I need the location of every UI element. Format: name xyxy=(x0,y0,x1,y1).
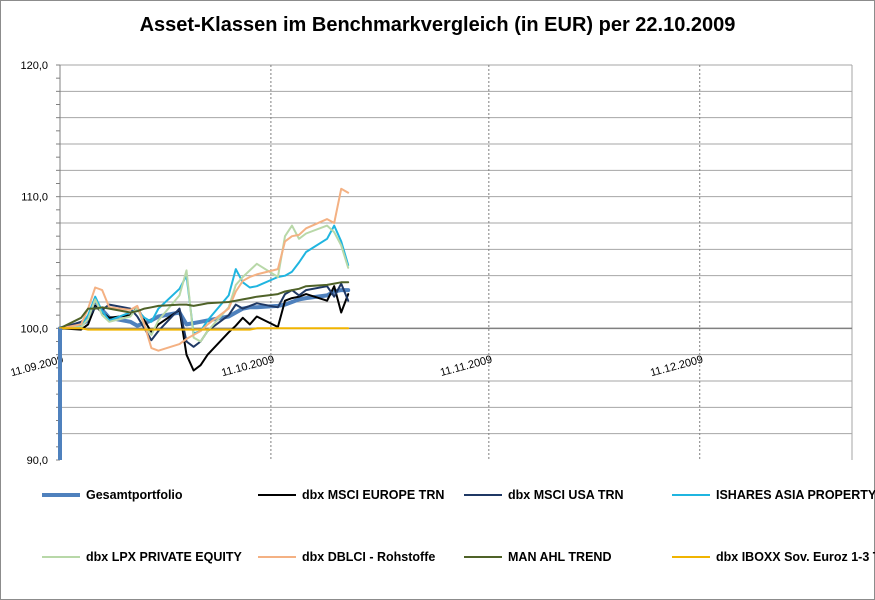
legend-swatch xyxy=(42,493,80,497)
legend-label: ISHARES ASIA PROPERTY xyxy=(716,488,875,502)
chart-title: Asset-Klassen im Benchmarkvergleich (in … xyxy=(139,14,736,36)
legend-swatch xyxy=(672,556,710,558)
grid-lines xyxy=(60,64,853,460)
legend-label: dbx MSCI USA TRN xyxy=(508,488,624,502)
legend-swatch xyxy=(464,494,502,496)
legend-swatch xyxy=(258,494,296,496)
series-line-4 xyxy=(59,224,350,335)
legend-item: dbx MSCI EUROPE TRN xyxy=(258,488,444,502)
series-line-8 xyxy=(59,327,350,331)
plot-area xyxy=(60,65,852,460)
y-tick-label: 90,0 xyxy=(27,455,48,467)
series-line-2 xyxy=(59,285,350,372)
y-tick-label: 110,0 xyxy=(21,192,48,204)
series-lines xyxy=(58,187,351,460)
y-tick-label: 120,0 xyxy=(20,60,48,72)
legend-item: dbx DBLCI - Rohstoffe xyxy=(258,550,435,564)
series-line-5 xyxy=(59,224,350,343)
series-line-7 xyxy=(59,281,350,330)
series-line-6 xyxy=(59,187,350,352)
x-tick-label: 11.09.2009 xyxy=(9,354,65,380)
legend-label: MAN AHL TREND xyxy=(508,550,612,564)
legend-label: dbx IBOXX Sov. Euroz 1-3 T xyxy=(716,550,875,564)
legend-label: dbx MSCI EUROPE TRN xyxy=(302,488,445,502)
legend-swatch xyxy=(258,556,296,558)
legend-item: dbx LPX PRIVATE EQUITY xyxy=(42,550,242,564)
legend-swatch xyxy=(464,556,502,558)
legend-swatch xyxy=(42,556,80,558)
legend-item: dbx MSCI USA TRN xyxy=(464,488,624,502)
legend-swatch xyxy=(672,494,710,496)
y-tick-label: 100,0 xyxy=(20,323,48,335)
legend-label: Gesamtportfolio xyxy=(86,488,183,502)
legend-label: dbx DBLCI - Rohstoffe xyxy=(302,550,436,564)
legend-item: Gesamtportfolio xyxy=(42,488,183,502)
legend-item: dbx IBOXX Sov. Euroz 1-3 T xyxy=(672,550,875,564)
legend: Gesamtportfolio dbx MSCI EUROPE TRN dbx MS… xyxy=(42,468,875,594)
legend-label: dbx LPX PRIVATE EQUITY xyxy=(86,550,242,564)
legend-item: ISHARES ASIA PROPERTY xyxy=(672,488,875,502)
legend-item: MAN AHL TREND xyxy=(464,550,611,564)
y-axis-ticks: 90,0 100,0 110,0 120,0 xyxy=(20,60,48,467)
